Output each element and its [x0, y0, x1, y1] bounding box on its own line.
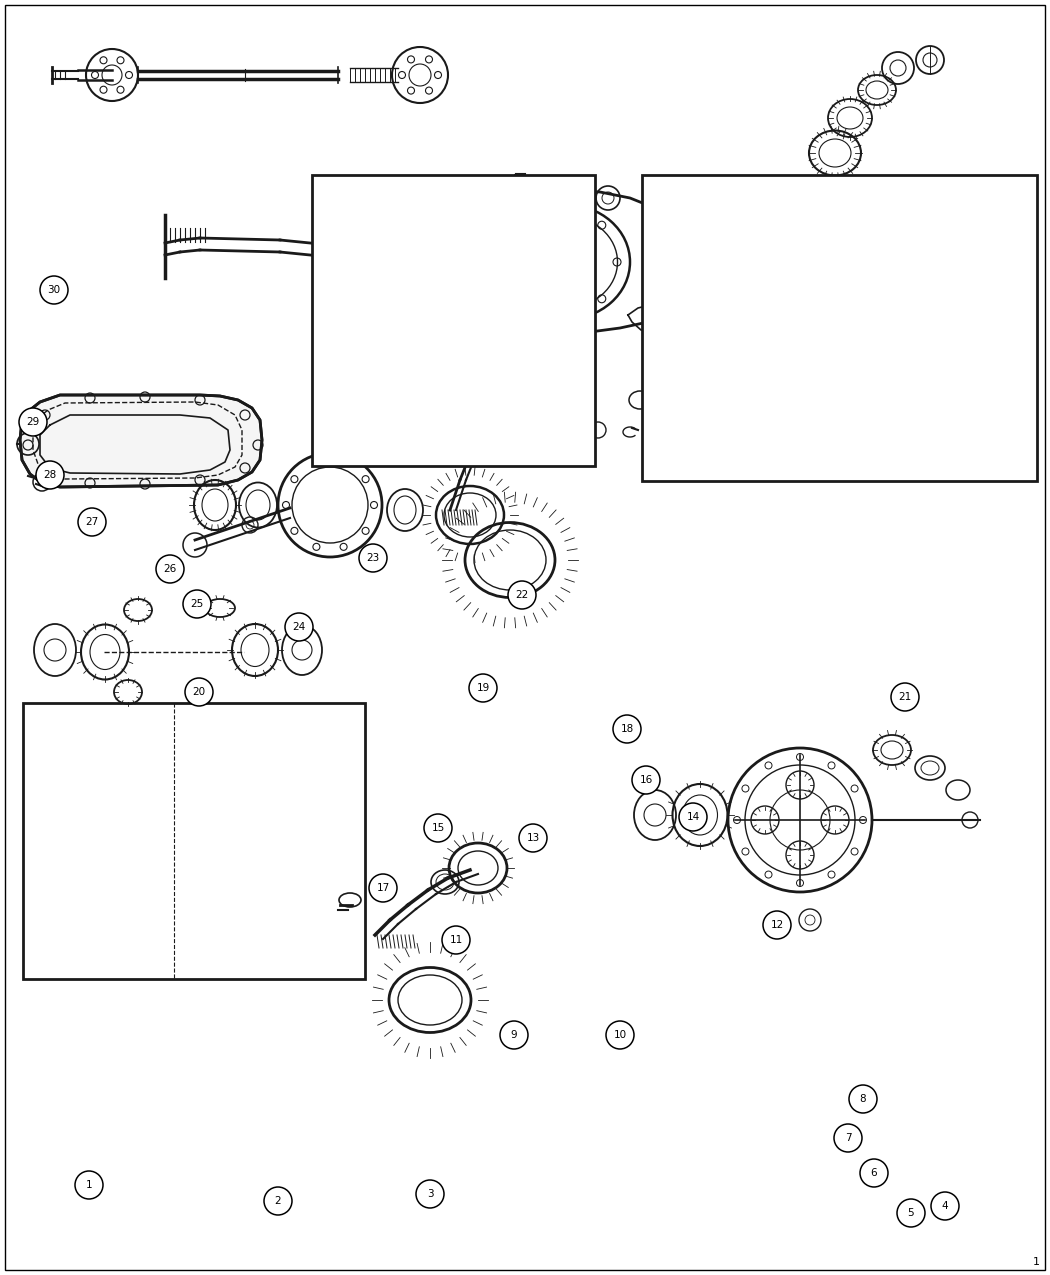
Text: 9: 9	[510, 1030, 518, 1040]
Bar	[642, 175, 1037, 481]
Text: 1: 1	[86, 1179, 92, 1190]
Circle shape	[931, 1192, 959, 1220]
Circle shape	[183, 590, 211, 618]
Circle shape	[416, 1179, 444, 1207]
Circle shape	[40, 275, 68, 303]
Text: 30: 30	[47, 286, 61, 295]
Text: 10: 10	[613, 1030, 627, 1040]
Text: 18: 18	[621, 724, 633, 734]
Text: 17: 17	[376, 884, 390, 892]
Circle shape	[469, 674, 497, 703]
Bar	[23, 703, 365, 979]
Circle shape	[75, 1170, 103, 1198]
Circle shape	[860, 1159, 888, 1187]
Circle shape	[264, 1187, 292, 1215]
Text: 8: 8	[860, 1094, 866, 1104]
Circle shape	[19, 408, 47, 436]
Text: 22: 22	[516, 590, 528, 601]
Text: 12: 12	[771, 921, 783, 929]
Text: 1: 1	[1033, 1257, 1040, 1267]
Text: 27: 27	[85, 516, 99, 527]
Circle shape	[156, 555, 184, 583]
Circle shape	[500, 1021, 528, 1049]
Text: 4: 4	[942, 1201, 948, 1211]
Circle shape	[763, 912, 791, 938]
Text: 15: 15	[432, 822, 444, 833]
Circle shape	[849, 1085, 877, 1113]
Circle shape	[359, 544, 387, 572]
Circle shape	[442, 926, 470, 954]
Text: 28: 28	[43, 470, 57, 479]
Text: 21: 21	[899, 692, 911, 703]
Text: 19: 19	[477, 683, 489, 694]
Circle shape	[613, 715, 640, 743]
Circle shape	[897, 1198, 925, 1227]
Circle shape	[185, 678, 213, 706]
Text: 11: 11	[449, 935, 463, 945]
Text: 7: 7	[844, 1133, 852, 1142]
Circle shape	[285, 613, 313, 641]
Polygon shape	[20, 395, 262, 487]
Text: 29: 29	[26, 417, 40, 427]
Text: 25: 25	[190, 599, 204, 609]
Circle shape	[369, 873, 397, 901]
Circle shape	[78, 507, 106, 536]
Circle shape	[606, 1021, 634, 1049]
Text: 16: 16	[639, 775, 653, 785]
Circle shape	[508, 581, 536, 609]
Circle shape	[519, 824, 547, 852]
Circle shape	[834, 1125, 862, 1153]
Circle shape	[424, 813, 452, 842]
Text: 5: 5	[907, 1207, 915, 1218]
Bar	[312, 175, 595, 465]
Circle shape	[36, 462, 64, 490]
Text: 24: 24	[292, 622, 306, 632]
Text: 23: 23	[366, 553, 380, 564]
Text: 3: 3	[426, 1190, 434, 1198]
Text: 6: 6	[870, 1168, 878, 1178]
Circle shape	[891, 683, 919, 711]
Circle shape	[679, 803, 707, 831]
Text: 26: 26	[164, 564, 176, 574]
Circle shape	[632, 766, 660, 794]
Text: 14: 14	[687, 812, 699, 822]
Text: 2: 2	[275, 1196, 281, 1206]
Text: 13: 13	[526, 833, 540, 843]
Text: 20: 20	[192, 687, 206, 697]
